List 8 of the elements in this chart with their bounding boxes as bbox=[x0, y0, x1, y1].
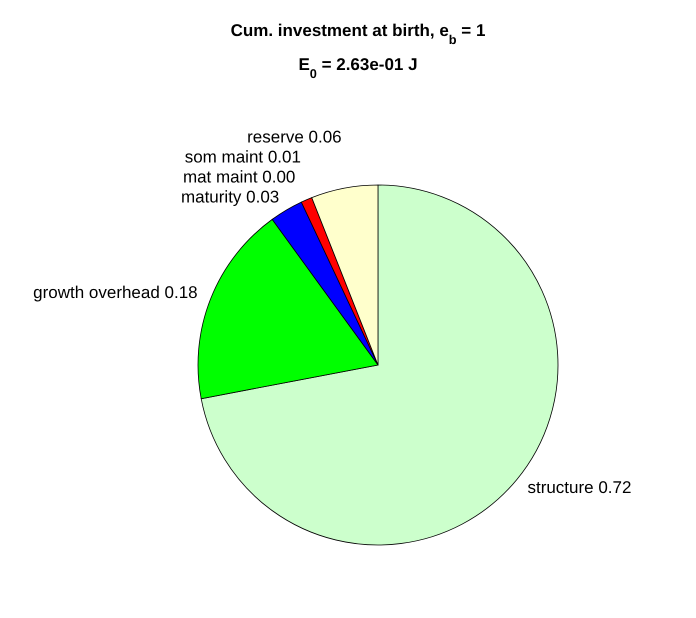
category-label: mat maint 0.00 bbox=[182, 168, 296, 186]
slice-label: structure 0.72 bbox=[527, 478, 632, 498]
slice-label: growth overhead 0.18 bbox=[33, 283, 198, 302]
slice-label: maturity 0.03 bbox=[180, 188, 280, 206]
chart-title: Cum. investment at birth, e$_{b}$ = 1 bbox=[230, 21, 486, 46]
slice-label: reserve 0.06 bbox=[247, 128, 342, 146]
chart-subtitle: E$_{0}$ = 2.63e-01 J bbox=[298, 55, 418, 80]
slice-label: som maint 0.01 bbox=[184, 148, 301, 166]
